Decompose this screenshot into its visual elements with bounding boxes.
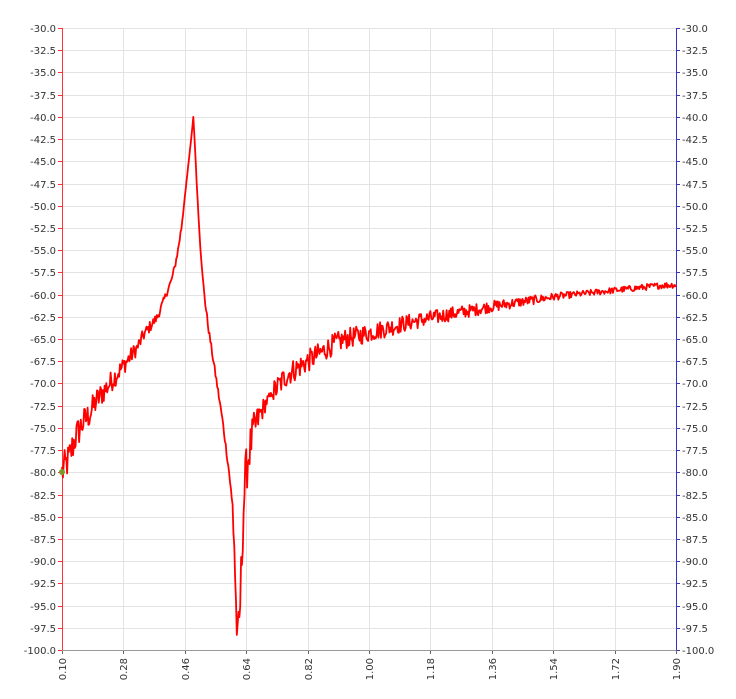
y-tick-label-right: -90.0 bbox=[682, 557, 708, 568]
y-axis-right: -30.0 -32.5 -35.0 -37.5 -40.0 -42.5 -45.0 -47.5… bbox=[676, 24, 714, 657]
y-tick-label-left: -95.0 bbox=[30, 602, 56, 613]
y-tick-label-left: -100.0 bbox=[24, 646, 56, 657]
y-tick-label-right: -60.0 bbox=[682, 291, 708, 302]
y-tick-label-right: -50.0 bbox=[682, 202, 708, 213]
y-axis-left: -30.0 -32.5 -35.0 -37.5 -40.0 -42.5 -45.0 -47.5… bbox=[24, 24, 63, 657]
x-tick-label: 1.54 bbox=[549, 658, 560, 680]
y-tick-label-right: -42.5 bbox=[682, 135, 708, 146]
y-tick-label-left: -97.5 bbox=[30, 624, 56, 635]
x-tick-label: 1.18 bbox=[426, 658, 437, 680]
y-tick-label-left: -57.5 bbox=[30, 268, 56, 279]
y-tick-label-left: -65.0 bbox=[30, 335, 56, 346]
y-tick-label-right: -77.5 bbox=[682, 446, 708, 457]
y-tick-label-left: -55.0 bbox=[30, 246, 56, 257]
x-tick-label: 0.10 bbox=[58, 658, 69, 680]
y-tick-label-right: -100.0 bbox=[682, 646, 714, 657]
y-tick-label-left: -45.0 bbox=[30, 157, 56, 168]
y-tick-label-left: -77.5 bbox=[30, 446, 56, 457]
y-tick-label-left: -60.0 bbox=[30, 291, 56, 302]
y-tick-label-left: -85.0 bbox=[30, 513, 56, 524]
x-tick-label: 0.82 bbox=[304, 658, 315, 680]
y-tick-label-left: -70.0 bbox=[30, 379, 56, 390]
y-tick-label-right: -92.5 bbox=[682, 579, 708, 590]
y-tick-label-left: -80.0 bbox=[30, 468, 56, 479]
x-tick-label: 0.46 bbox=[181, 658, 192, 680]
series-group bbox=[61, 116, 677, 636]
y-tick-label-right: -82.5 bbox=[682, 491, 708, 502]
grid-lines bbox=[62, 28, 677, 651]
x-tick-label: 1.72 bbox=[611, 658, 622, 680]
y-tick-label-left: -87.5 bbox=[30, 535, 56, 546]
y-tick-label-left: -52.5 bbox=[30, 224, 56, 235]
y-tick-label-right: -70.0 bbox=[682, 379, 708, 390]
y-tick-label-right: -57.5 bbox=[682, 268, 708, 279]
y-tick-label-left: -35.0 bbox=[30, 68, 56, 79]
y-tick-label-left: -47.5 bbox=[30, 180, 56, 191]
y-tick-label-right: -30.0 bbox=[682, 24, 708, 35]
y-tick-label-right: -65.0 bbox=[682, 335, 708, 346]
x-axis: 0.10 0.28 0.46 0.64 0.82 1.00 1.18 1.36 1.54 1.72… bbox=[58, 650, 683, 680]
y-tick-label-left: -50.0 bbox=[30, 202, 56, 213]
x-tick-label: 1.90 bbox=[672, 658, 683, 680]
y-tick-label-left: -90.0 bbox=[30, 557, 56, 568]
y-tick-label-left: -32.5 bbox=[30, 46, 56, 57]
y-tick-label-left: -40.0 bbox=[30, 113, 56, 124]
series-line bbox=[61, 116, 677, 636]
x-tick-label: 0.64 bbox=[242, 658, 253, 680]
y-tick-label-right: -85.0 bbox=[682, 513, 708, 524]
y-tick-label-left: -30.0 bbox=[30, 24, 56, 35]
y-tick-label-right: -35.0 bbox=[682, 68, 708, 79]
y-tick-label-right: -75.0 bbox=[682, 424, 708, 435]
y-tick-label-right: -37.5 bbox=[682, 91, 708, 102]
y-tick-label-right: -97.5 bbox=[682, 624, 708, 635]
y-tick-label-right: -55.0 bbox=[682, 246, 708, 257]
y-tick-label-right: -47.5 bbox=[682, 180, 708, 191]
x-tick-label: 1.36 bbox=[488, 658, 499, 680]
y-tick-label-right: -45.0 bbox=[682, 157, 708, 168]
y-tick-label-right: -80.0 bbox=[682, 468, 708, 479]
y-tick-label-right: -32.5 bbox=[682, 46, 708, 57]
x-tick-label: 0.28 bbox=[119, 658, 130, 680]
y-tick-label-left: -72.5 bbox=[30, 402, 56, 413]
y-tick-label-right: -95.0 bbox=[682, 602, 708, 613]
x-tick-label: 1.00 bbox=[365, 658, 376, 680]
y-tick-label-right: -62.5 bbox=[682, 313, 708, 324]
y-tick-label-left: -92.5 bbox=[30, 579, 56, 590]
y-tick-label-right: -87.5 bbox=[682, 535, 708, 546]
y-tick-label-left: -82.5 bbox=[30, 491, 56, 502]
y-tick-label-left: -62.5 bbox=[30, 313, 56, 324]
y-tick-label-left: -37.5 bbox=[30, 91, 56, 102]
y-tick-label-left: -42.5 bbox=[30, 135, 56, 146]
y-tick-label-left: -67.5 bbox=[30, 357, 56, 368]
y-tick-label-right: -67.5 bbox=[682, 357, 708, 368]
y-tick-label-right: -72.5 bbox=[682, 402, 708, 413]
y-tick-label-right: -52.5 bbox=[682, 224, 708, 235]
y-tick-label-left: -75.0 bbox=[30, 424, 56, 435]
y-tick-label-right: -40.0 bbox=[682, 113, 708, 124]
cursor-marker[interactable] bbox=[59, 469, 65, 475]
